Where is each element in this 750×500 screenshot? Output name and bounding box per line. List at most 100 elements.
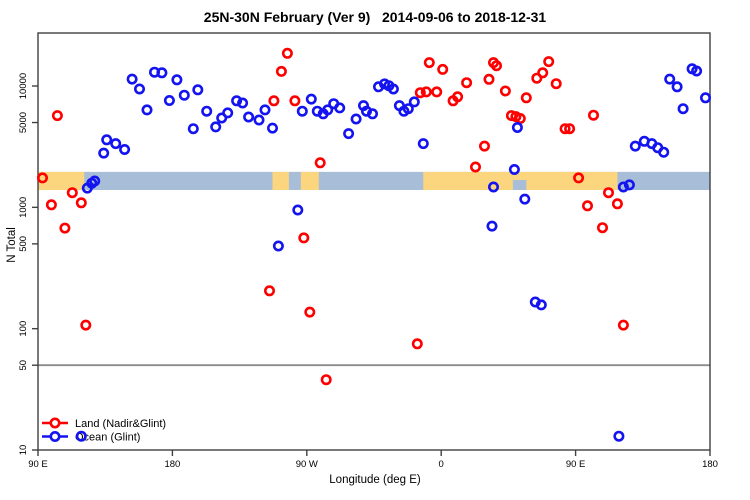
data-point-land bbox=[452, 91, 464, 103]
data-point-ocean bbox=[691, 65, 703, 77]
x-axis-label: Longitude (deg E) bbox=[329, 474, 421, 486]
data-point-land bbox=[431, 86, 443, 98]
data-point-ocean bbox=[322, 104, 334, 116]
data-point-ocean bbox=[402, 103, 414, 115]
data-point-ocean bbox=[243, 111, 255, 123]
data-point-land bbox=[550, 78, 562, 90]
data-point-ocean bbox=[408, 96, 420, 108]
data-point-ocean bbox=[222, 107, 234, 119]
data-point-land bbox=[66, 187, 78, 199]
data-point-land bbox=[469, 161, 481, 173]
y-tick-label: 10 bbox=[18, 445, 29, 456]
x-tick-label: 90 W bbox=[296, 459, 318, 470]
data-point-ocean bbox=[119, 144, 131, 156]
data-point-ocean bbox=[535, 299, 547, 311]
data-point-ocean bbox=[75, 430, 87, 442]
data-point-land bbox=[414, 87, 426, 99]
data-point-land bbox=[602, 187, 614, 199]
chart-title: 25N-30N February (Ver 9) 2014-09-06 to 2… bbox=[203, 9, 547, 25]
map-strip-land bbox=[300, 171, 319, 190]
data-point-ocean bbox=[677, 103, 689, 115]
data-point-land bbox=[617, 319, 629, 331]
data-point-ocean bbox=[629, 140, 641, 152]
data-point-ocean bbox=[163, 95, 175, 107]
data-point-land bbox=[51, 110, 63, 122]
map-strip-ocean-inset bbox=[512, 180, 527, 190]
data-point-land bbox=[437, 63, 449, 75]
data-point-land bbox=[423, 57, 435, 69]
x-tick-label: 180 bbox=[164, 459, 180, 470]
data-point-land bbox=[596, 222, 608, 234]
legend-label: Ocean (Glint) bbox=[75, 432, 140, 444]
data-point-land bbox=[298, 232, 310, 244]
data-point-land bbox=[611, 198, 623, 210]
data-point-ocean bbox=[511, 122, 523, 134]
data-point-ocean bbox=[343, 128, 355, 140]
data-point-ocean bbox=[487, 181, 499, 193]
data-point-ocean bbox=[334, 102, 346, 114]
data-point-land bbox=[559, 123, 571, 135]
data-point-land bbox=[411, 338, 423, 350]
data-point-land bbox=[45, 199, 57, 211]
data-point-ocean bbox=[98, 147, 110, 159]
data-point-land bbox=[483, 73, 495, 85]
data-point-ocean bbox=[272, 240, 284, 252]
data-point-ocean bbox=[171, 74, 183, 86]
data-point-land bbox=[75, 197, 87, 209]
y-tick-label: 500 bbox=[18, 236, 29, 252]
data-point-land bbox=[543, 56, 555, 68]
y-tick-label: 1000 bbox=[18, 197, 29, 218]
data-point-ocean bbox=[508, 164, 520, 176]
data-point-land bbox=[573, 172, 585, 184]
x-tick-label: 90 E bbox=[566, 459, 586, 470]
data-point-ocean bbox=[231, 95, 243, 107]
data-point-ocean bbox=[417, 138, 429, 150]
data-point-ocean bbox=[266, 122, 278, 134]
data-point-ocean bbox=[486, 220, 498, 232]
data-point-ocean bbox=[366, 108, 378, 120]
data-point-ocean bbox=[210, 121, 222, 133]
data-point-ocean bbox=[699, 92, 711, 104]
x-tick-label: 180 bbox=[702, 459, 718, 470]
data-point-land bbox=[514, 113, 526, 125]
data-point-ocean bbox=[671, 81, 683, 93]
data-point-ocean bbox=[617, 181, 629, 193]
legend-label: Land (Nadir&Glint) bbox=[75, 418, 166, 430]
data-point-land bbox=[420, 86, 432, 98]
legend-marker bbox=[49, 417, 61, 429]
plot-box bbox=[37, 32, 711, 451]
data-point-ocean bbox=[350, 113, 362, 125]
y-tick-label: 5000 bbox=[18, 112, 29, 133]
legend-marker bbox=[49, 430, 61, 442]
data-point-ocean bbox=[305, 93, 317, 105]
data-point-ocean bbox=[126, 73, 138, 85]
x-tick-label: 0 bbox=[439, 459, 444, 470]
data-point-land bbox=[314, 157, 326, 169]
map-strip-land bbox=[272, 171, 289, 190]
data-point-land bbox=[268, 95, 280, 107]
data-point-land bbox=[490, 60, 502, 72]
y-tick-label: 100 bbox=[18, 321, 29, 337]
data-point-land bbox=[275, 65, 287, 77]
data-point-land bbox=[581, 200, 593, 212]
data-point-land bbox=[36, 172, 48, 184]
data-point-land bbox=[263, 285, 275, 297]
data-point-land bbox=[478, 140, 490, 152]
data-point-land bbox=[537, 67, 549, 79]
data-point-land bbox=[59, 222, 71, 234]
data-point-land bbox=[505, 110, 517, 122]
data-point-ocean bbox=[259, 104, 271, 116]
data-point-ocean bbox=[156, 67, 168, 79]
data-point-ocean bbox=[664, 73, 676, 85]
data-point-ocean bbox=[387, 83, 399, 95]
data-point-land bbox=[281, 47, 293, 59]
y-tick-label: 50 bbox=[18, 360, 29, 371]
data-point-ocean bbox=[134, 83, 146, 95]
data-point-ocean bbox=[201, 105, 213, 117]
data-point-land bbox=[304, 306, 316, 318]
data-point-land bbox=[499, 85, 511, 97]
data-point-land bbox=[531, 72, 543, 84]
data-point-ocean bbox=[141, 104, 153, 116]
data-point-land bbox=[461, 77, 473, 89]
